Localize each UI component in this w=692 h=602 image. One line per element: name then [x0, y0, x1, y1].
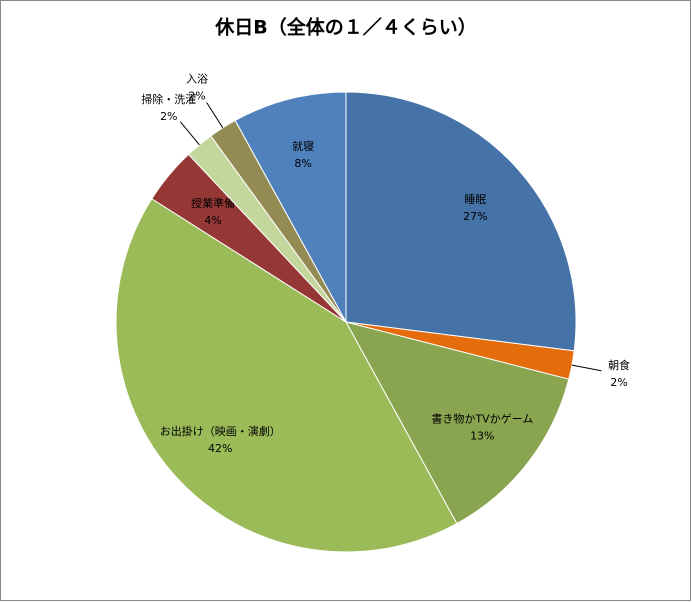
- slice-label: 書き物かTVかゲーム: [431, 412, 533, 426]
- slice-label: お出掛け（映画・演劇）: [160, 424, 281, 438]
- slice-label: 授業準備: [191, 196, 235, 210]
- slice-value-label: 2%: [610, 376, 627, 389]
- slice-value-label: 2%: [160, 110, 177, 123]
- pie-slice: [234, 91, 347, 323]
- pie-slice: [115, 198, 458, 553]
- slice-value-label: 4%: [204, 214, 221, 227]
- slice-value-label: 27%: [463, 210, 487, 223]
- slice-value-label: 2%: [188, 89, 205, 102]
- pie-slice: [345, 91, 577, 352]
- leader-line: [206, 102, 224, 129]
- leader-line: [179, 121, 200, 146]
- leader-line: [571, 364, 602, 372]
- slice-value-label: 42%: [208, 442, 232, 455]
- slice-label: 入浴: [186, 72, 208, 85]
- slice-label: 朝食: [608, 358, 630, 372]
- chart-title: 休日B（全体の１／４くらい）: [214, 16, 476, 39]
- pie-slice: [345, 321, 570, 525]
- slice-label: 掃除・洗濯: [141, 92, 196, 106]
- slice-label: 睡眠: [464, 193, 486, 206]
- slice-value-label: 13%: [470, 430, 494, 443]
- slice-label: 就寝: [292, 139, 314, 153]
- slice-value-label: 8%: [294, 157, 311, 170]
